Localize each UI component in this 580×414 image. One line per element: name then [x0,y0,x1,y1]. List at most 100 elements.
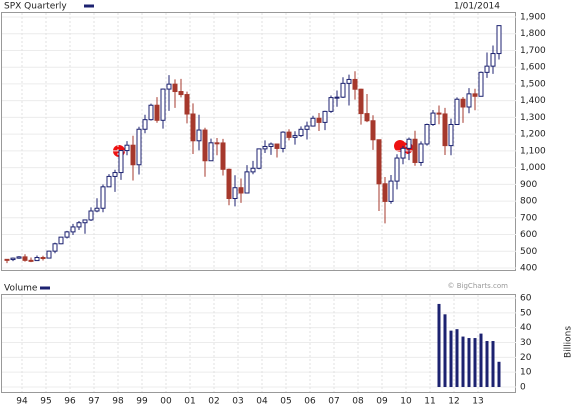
candle-body [94,207,100,212]
candle-body [346,78,352,84]
candle-body [316,117,322,123]
candle-body [58,236,64,245]
candle-body [454,98,460,125]
candle-body [148,104,154,121]
volume-bar [443,314,447,387]
candle-body [124,144,130,152]
y-tick-label: 60 [520,294,532,304]
y-tick-label: 1,800 [520,29,546,39]
candle-body [82,219,88,224]
candle-body [364,113,370,122]
candle-body [142,119,148,130]
candle-body [334,96,340,99]
candle-body [250,167,256,173]
candle-body [448,123,454,147]
volume-frame [1,294,516,393]
y-tick-label: 600 [520,230,537,240]
candle-body [400,147,406,159]
x-tick-label: 98 [112,397,124,407]
candle-body [376,139,382,185]
candle-body [256,148,262,169]
y-tick-label: 30 [520,338,532,348]
candle-body [322,110,328,123]
volume-bar [491,341,495,387]
volume-bar [497,361,501,387]
candle-body [100,186,106,209]
y-tick-label: 1,400 [520,96,546,106]
candle-body [442,113,448,147]
candle-body [40,257,46,260]
candle-body [190,113,196,142]
x-tick-label: 00 [160,397,172,407]
y-tick-label: 500 [520,247,537,257]
candle-body [184,94,190,115]
candle-body [358,88,364,115]
volume-bar [449,330,453,387]
candle-body [88,210,94,221]
candle-body [262,145,268,150]
x-tick-label: 97 [88,397,99,407]
y-tick-label: 900 [520,180,537,190]
candle-body [430,112,436,125]
y-tick-label: 1,000 [520,163,546,173]
candle-body [382,183,388,202]
x-tick-label: 96 [64,397,76,407]
y-tick-label: 1,500 [520,79,546,89]
y-tick-label: 50 [520,308,532,318]
candle-body [478,71,484,97]
x-tick-label: 10 [400,397,412,407]
candle-body [214,142,220,145]
candle-body [292,135,298,138]
candle-body [394,157,400,182]
candle-body [370,120,376,141]
volume-bar [473,338,477,387]
candle-body [220,142,226,170]
volume-bar [485,341,489,387]
candle-body [484,65,490,73]
x-tick-label: 04 [256,397,268,407]
candle-body [34,257,40,262]
candle-body [16,256,22,259]
x-tick-label: 06 [304,397,316,407]
date-label: 1/01/2014 [454,2,500,12]
candle-body [466,93,472,108]
candle-body [196,129,202,142]
candle-body [388,180,394,202]
candle-body [274,143,280,149]
y-tick-label: 1,700 [520,46,546,56]
candle-body [136,128,142,166]
candle-body [490,53,496,67]
chart-title: SPX Quarterly [4,2,67,12]
candle-body [154,104,160,121]
x-tick-label: 99 [136,397,148,407]
candle-body [286,131,292,138]
y-tick-label: 10 [520,368,532,378]
candle-body [118,150,124,174]
y-tick-label: 1,900 [520,13,546,23]
candle-body [10,257,16,261]
x-tick-label: 05 [280,397,291,407]
x-tick-label: 09 [376,397,388,407]
candle-body [4,258,10,261]
x-tick-label: 02 [208,397,219,407]
candle-body [160,88,166,121]
candle-body [232,187,238,200]
y-tick-label: 800 [520,197,537,207]
candle-body [352,78,358,90]
candle-body [22,256,28,261]
volume-bar [461,336,465,387]
candle-body [496,25,502,55]
candle-body [166,83,172,90]
candle-body [472,93,478,97]
candle-body [226,168,232,200]
candle-body [406,138,412,149]
y-tick-label: 1,600 [520,63,546,73]
candle-body [304,125,310,130]
candle-body [418,143,424,163]
y-tick-label: 400 [520,264,537,274]
candle-body [238,187,244,194]
x-tick-label: 11 [424,397,435,407]
candle-body [424,123,430,145]
y-tick-label: 20 [520,353,532,363]
candle-body [298,128,304,137]
